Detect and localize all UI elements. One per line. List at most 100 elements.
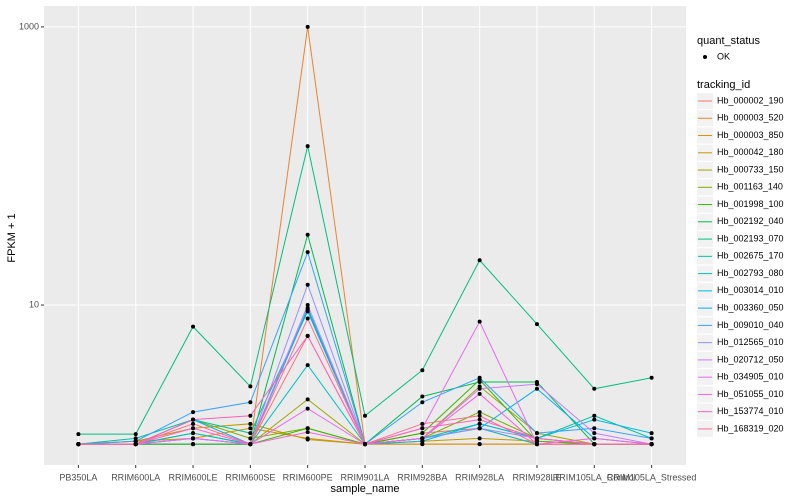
data-point [305, 316, 310, 321]
data-point [477, 258, 482, 263]
data-point [477, 386, 482, 391]
legend-label: Hb_002675_170 [717, 251, 784, 261]
legend-symbol [703, 55, 707, 59]
data-point [420, 442, 425, 447]
data-point [477, 410, 482, 415]
x-tick-label: RRIM928LA [455, 472, 504, 482]
data-point [133, 442, 138, 447]
data-point [477, 391, 482, 396]
data-point [534, 322, 539, 327]
data-point [477, 379, 482, 384]
legend-label: Hb_002793_080 [717, 268, 784, 278]
x-tick-label: RRIM600LE [169, 472, 218, 482]
data-point [76, 432, 81, 437]
data-point [248, 442, 253, 447]
legend-label: Hb_002192_040 [717, 216, 784, 226]
data-point [477, 319, 482, 324]
data-point [420, 421, 425, 426]
data-point [305, 144, 310, 149]
x-tick-label: RRIM105LA_Control [553, 472, 636, 482]
data-point [305, 406, 310, 411]
data-point [363, 442, 367, 447]
data-point [305, 437, 310, 442]
data-point [305, 307, 310, 312]
data-point [191, 421, 196, 426]
legend-label: Hb_001163_140 [717, 182, 783, 192]
legend-label: Hb_168319_020 [717, 423, 784, 433]
data-point [305, 363, 310, 368]
data-point [191, 431, 196, 436]
data-point [248, 413, 253, 418]
data-point [534, 439, 539, 444]
data-point [248, 426, 253, 431]
data-point [248, 436, 253, 441]
data-point [305, 282, 310, 287]
legend-label: Hb_009010_040 [717, 320, 784, 330]
data-point [248, 431, 253, 436]
data-point [534, 436, 539, 441]
data-point [133, 432, 138, 437]
data-point [305, 430, 310, 435]
legend-label: Hb_000002_190 [717, 95, 784, 105]
data-point [477, 413, 482, 418]
data-point [534, 382, 539, 387]
data-point [191, 442, 196, 447]
data-point [477, 417, 482, 422]
data-point [592, 426, 597, 431]
legend-label: Hb_020712_050 [717, 354, 784, 364]
x-tick-label: RRIM600LA [111, 472, 160, 482]
data-point [191, 410, 196, 415]
legend-label: Hb_000003_520 [717, 113, 784, 123]
data-point [305, 232, 310, 237]
data-point [305, 250, 310, 255]
data-point [305, 303, 310, 308]
data-point [420, 436, 425, 441]
data-point [420, 368, 425, 373]
y-tick-label: 10 [29, 299, 39, 309]
data-point [133, 436, 138, 441]
data-point [649, 442, 654, 447]
data-point [305, 333, 310, 338]
data-point [305, 426, 310, 431]
y-tick-label: 1000 [19, 21, 39, 31]
data-point [592, 413, 597, 418]
legend-label: Hb_003014_010 [717, 285, 784, 295]
data-point [649, 436, 654, 441]
data-point [420, 439, 425, 444]
x-tick-label: RRIM600SE [225, 472, 275, 482]
data-point [305, 24, 310, 29]
legend-label: Hb_051055_010 [717, 389, 784, 399]
data-point [477, 421, 482, 426]
legend-label: Hb_000042_180 [717, 147, 784, 157]
data-point [191, 417, 196, 422]
data-point [420, 400, 425, 405]
legend-label: OK [717, 51, 730, 61]
x-tick-label: RRIM600PE [283, 472, 333, 482]
data-point [248, 400, 253, 405]
data-point [305, 397, 310, 402]
x-axis-title: sample_name [330, 483, 399, 495]
x-tick-label: RRIM928BA [397, 472, 447, 482]
legend-title: quant_status [697, 35, 760, 47]
data-point [592, 431, 597, 436]
data-point [477, 442, 482, 447]
data-point [477, 426, 482, 431]
legend-label: Hb_001998_100 [717, 199, 784, 209]
data-point [649, 431, 654, 436]
data-point [420, 431, 425, 436]
legend-label: Hb_034905_010 [717, 372, 784, 382]
data-point [534, 431, 539, 436]
legend-label: Hb_003360_050 [717, 302, 784, 312]
data-point [248, 384, 253, 389]
legend-label: Hb_002193_070 [717, 233, 784, 243]
data-point [420, 426, 425, 431]
legend-label: Hb_000733_150 [717, 164, 784, 174]
x-tick-label: RRIM105LA_Stressed [607, 472, 697, 482]
data-point [248, 421, 253, 426]
data-point [133, 439, 138, 444]
x-tick-label: RRIM928LE [512, 472, 561, 482]
data-point [592, 442, 597, 447]
data-point [191, 324, 196, 329]
data-point [477, 375, 482, 380]
